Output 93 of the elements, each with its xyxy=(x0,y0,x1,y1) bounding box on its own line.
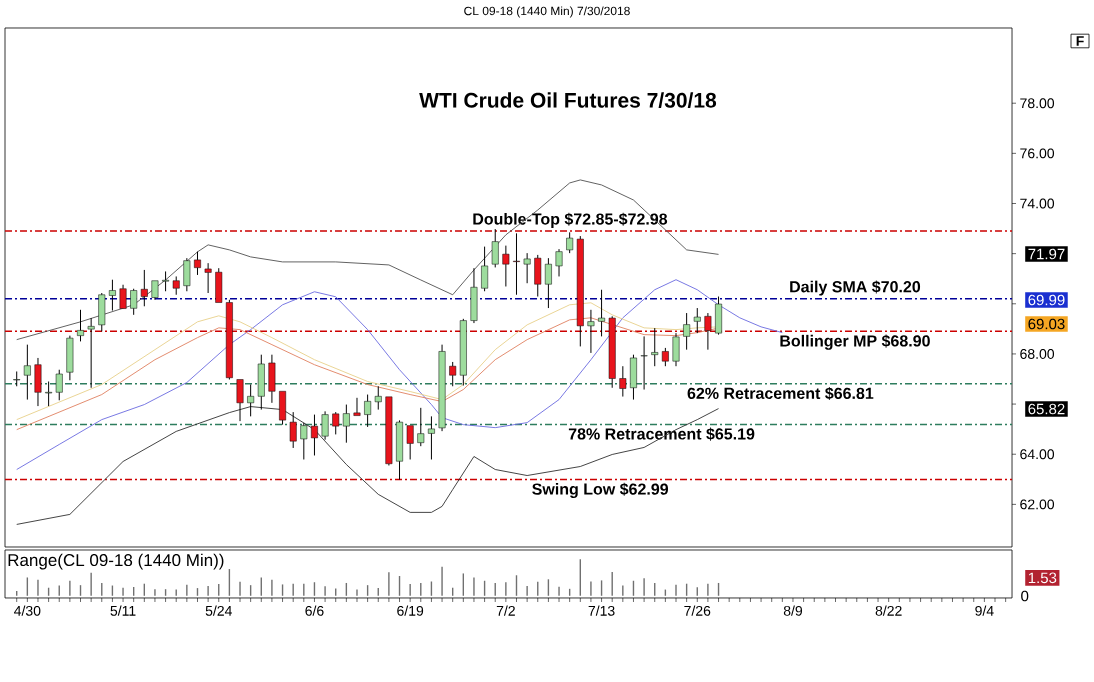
ref-line-label: 62% Retracement $66.81 xyxy=(687,386,874,401)
x-tick-label: 7/26 xyxy=(684,605,711,616)
candlestick xyxy=(523,252,531,284)
text: 69.99 xyxy=(1028,294,1065,306)
ref-line-label: Swing Low $62.99 xyxy=(532,482,669,498)
candlestick xyxy=(204,262,212,294)
candlestick xyxy=(470,267,478,324)
candlestick xyxy=(162,270,170,292)
candlestick xyxy=(257,354,265,411)
candlestick xyxy=(502,245,510,287)
candlestick xyxy=(194,251,201,276)
candlestick xyxy=(332,411,340,435)
candlestick xyxy=(353,397,361,416)
candlestick xyxy=(576,235,584,347)
candlestick xyxy=(619,365,627,398)
candlestick xyxy=(693,307,701,334)
candlestick xyxy=(427,415,435,460)
candlestick xyxy=(385,396,393,466)
candlestick xyxy=(119,284,127,309)
candlestick xyxy=(66,335,74,381)
candlestick xyxy=(108,279,116,312)
chart-title: Range(CL 09-18 (1440 Min)) xyxy=(8,553,224,570)
candlestick xyxy=(183,257,191,292)
x-tick-label: 7/13 xyxy=(588,605,615,616)
candlestick xyxy=(23,344,31,401)
text: CL 09-18 (1440 Min) 7/30/2018 xyxy=(464,6,630,18)
candlestick xyxy=(406,425,414,460)
text: 69.03 xyxy=(1028,318,1065,330)
candlestick xyxy=(640,335,648,391)
candlestick xyxy=(587,309,595,354)
ref-line-label: Daily SMA $70.20 xyxy=(790,280,921,296)
candlestick xyxy=(651,327,659,367)
candlestick xyxy=(513,232,520,296)
candlestick xyxy=(268,354,276,404)
x-tick-label: 4/30 xyxy=(14,605,41,616)
candlestick xyxy=(438,344,446,432)
x-tick-label: 6/19 xyxy=(397,605,424,616)
x-tick-label: 8/9 xyxy=(783,605,803,616)
candlestick xyxy=(342,404,350,444)
candlestick xyxy=(630,354,637,401)
x-tick-label: 6/6 xyxy=(305,605,324,616)
candlestick xyxy=(300,422,308,460)
y-tick-label: 62.00 xyxy=(1020,499,1055,510)
candlestick xyxy=(534,254,542,298)
y-tick-label: 68.00 xyxy=(1020,348,1055,359)
x-tick-label: 5/11 xyxy=(110,605,136,616)
text: 65.82 xyxy=(1028,403,1065,415)
y-tick-label: 76.00 xyxy=(1020,148,1055,159)
x-tick-label: 8/22 xyxy=(875,605,902,616)
candlestick xyxy=(608,315,616,389)
text: F xyxy=(1076,36,1084,46)
candlestick xyxy=(311,414,318,456)
candlestick xyxy=(598,289,606,337)
candlestick xyxy=(247,384,255,417)
text: 1.53 xyxy=(1028,572,1057,584)
line-series xyxy=(16,179,719,341)
candlestick xyxy=(13,370,21,387)
candlestick xyxy=(374,385,382,411)
candlestick xyxy=(683,312,691,351)
x-tick-label: 7/2 xyxy=(496,605,515,616)
candlestick xyxy=(544,257,552,309)
candlestick xyxy=(34,357,42,407)
y-tick-label: 78.00 xyxy=(1020,98,1055,109)
ref-line-label: Double-Top $72.85-$72.98 xyxy=(473,212,668,228)
x-tick-label: 9/4 xyxy=(975,605,994,616)
candlestick xyxy=(321,410,329,441)
candlestick xyxy=(396,419,403,481)
y-tick-label: 64.00 xyxy=(1020,449,1055,460)
candlestick xyxy=(566,231,574,254)
candlestick xyxy=(672,332,680,367)
x-tick-label: 5/24 xyxy=(205,605,232,616)
candlestick xyxy=(172,275,180,296)
text: 0 xyxy=(1021,590,1029,602)
candlestick xyxy=(491,228,499,268)
candlestick xyxy=(459,318,467,387)
candlestick xyxy=(236,379,244,422)
candlestick xyxy=(45,381,53,407)
candlestick xyxy=(140,269,148,307)
candlestick xyxy=(215,267,223,303)
y-tick-label: 74.00 xyxy=(1020,198,1055,209)
candlestick xyxy=(55,369,63,401)
text: 71.97 xyxy=(1028,248,1065,260)
text: WTI Crude Oil Futures 7/30/18 xyxy=(419,92,717,108)
candlestick xyxy=(289,411,297,449)
candlestick xyxy=(555,248,563,277)
candlestick xyxy=(279,391,286,426)
candlestick xyxy=(87,317,95,389)
ref-line-label: Bollinger MP $68.90 xyxy=(780,334,930,350)
candlestick xyxy=(151,280,159,301)
candlestick xyxy=(449,361,457,387)
candlestick xyxy=(225,299,233,380)
candlestick xyxy=(481,246,489,292)
candlestick xyxy=(704,312,712,351)
